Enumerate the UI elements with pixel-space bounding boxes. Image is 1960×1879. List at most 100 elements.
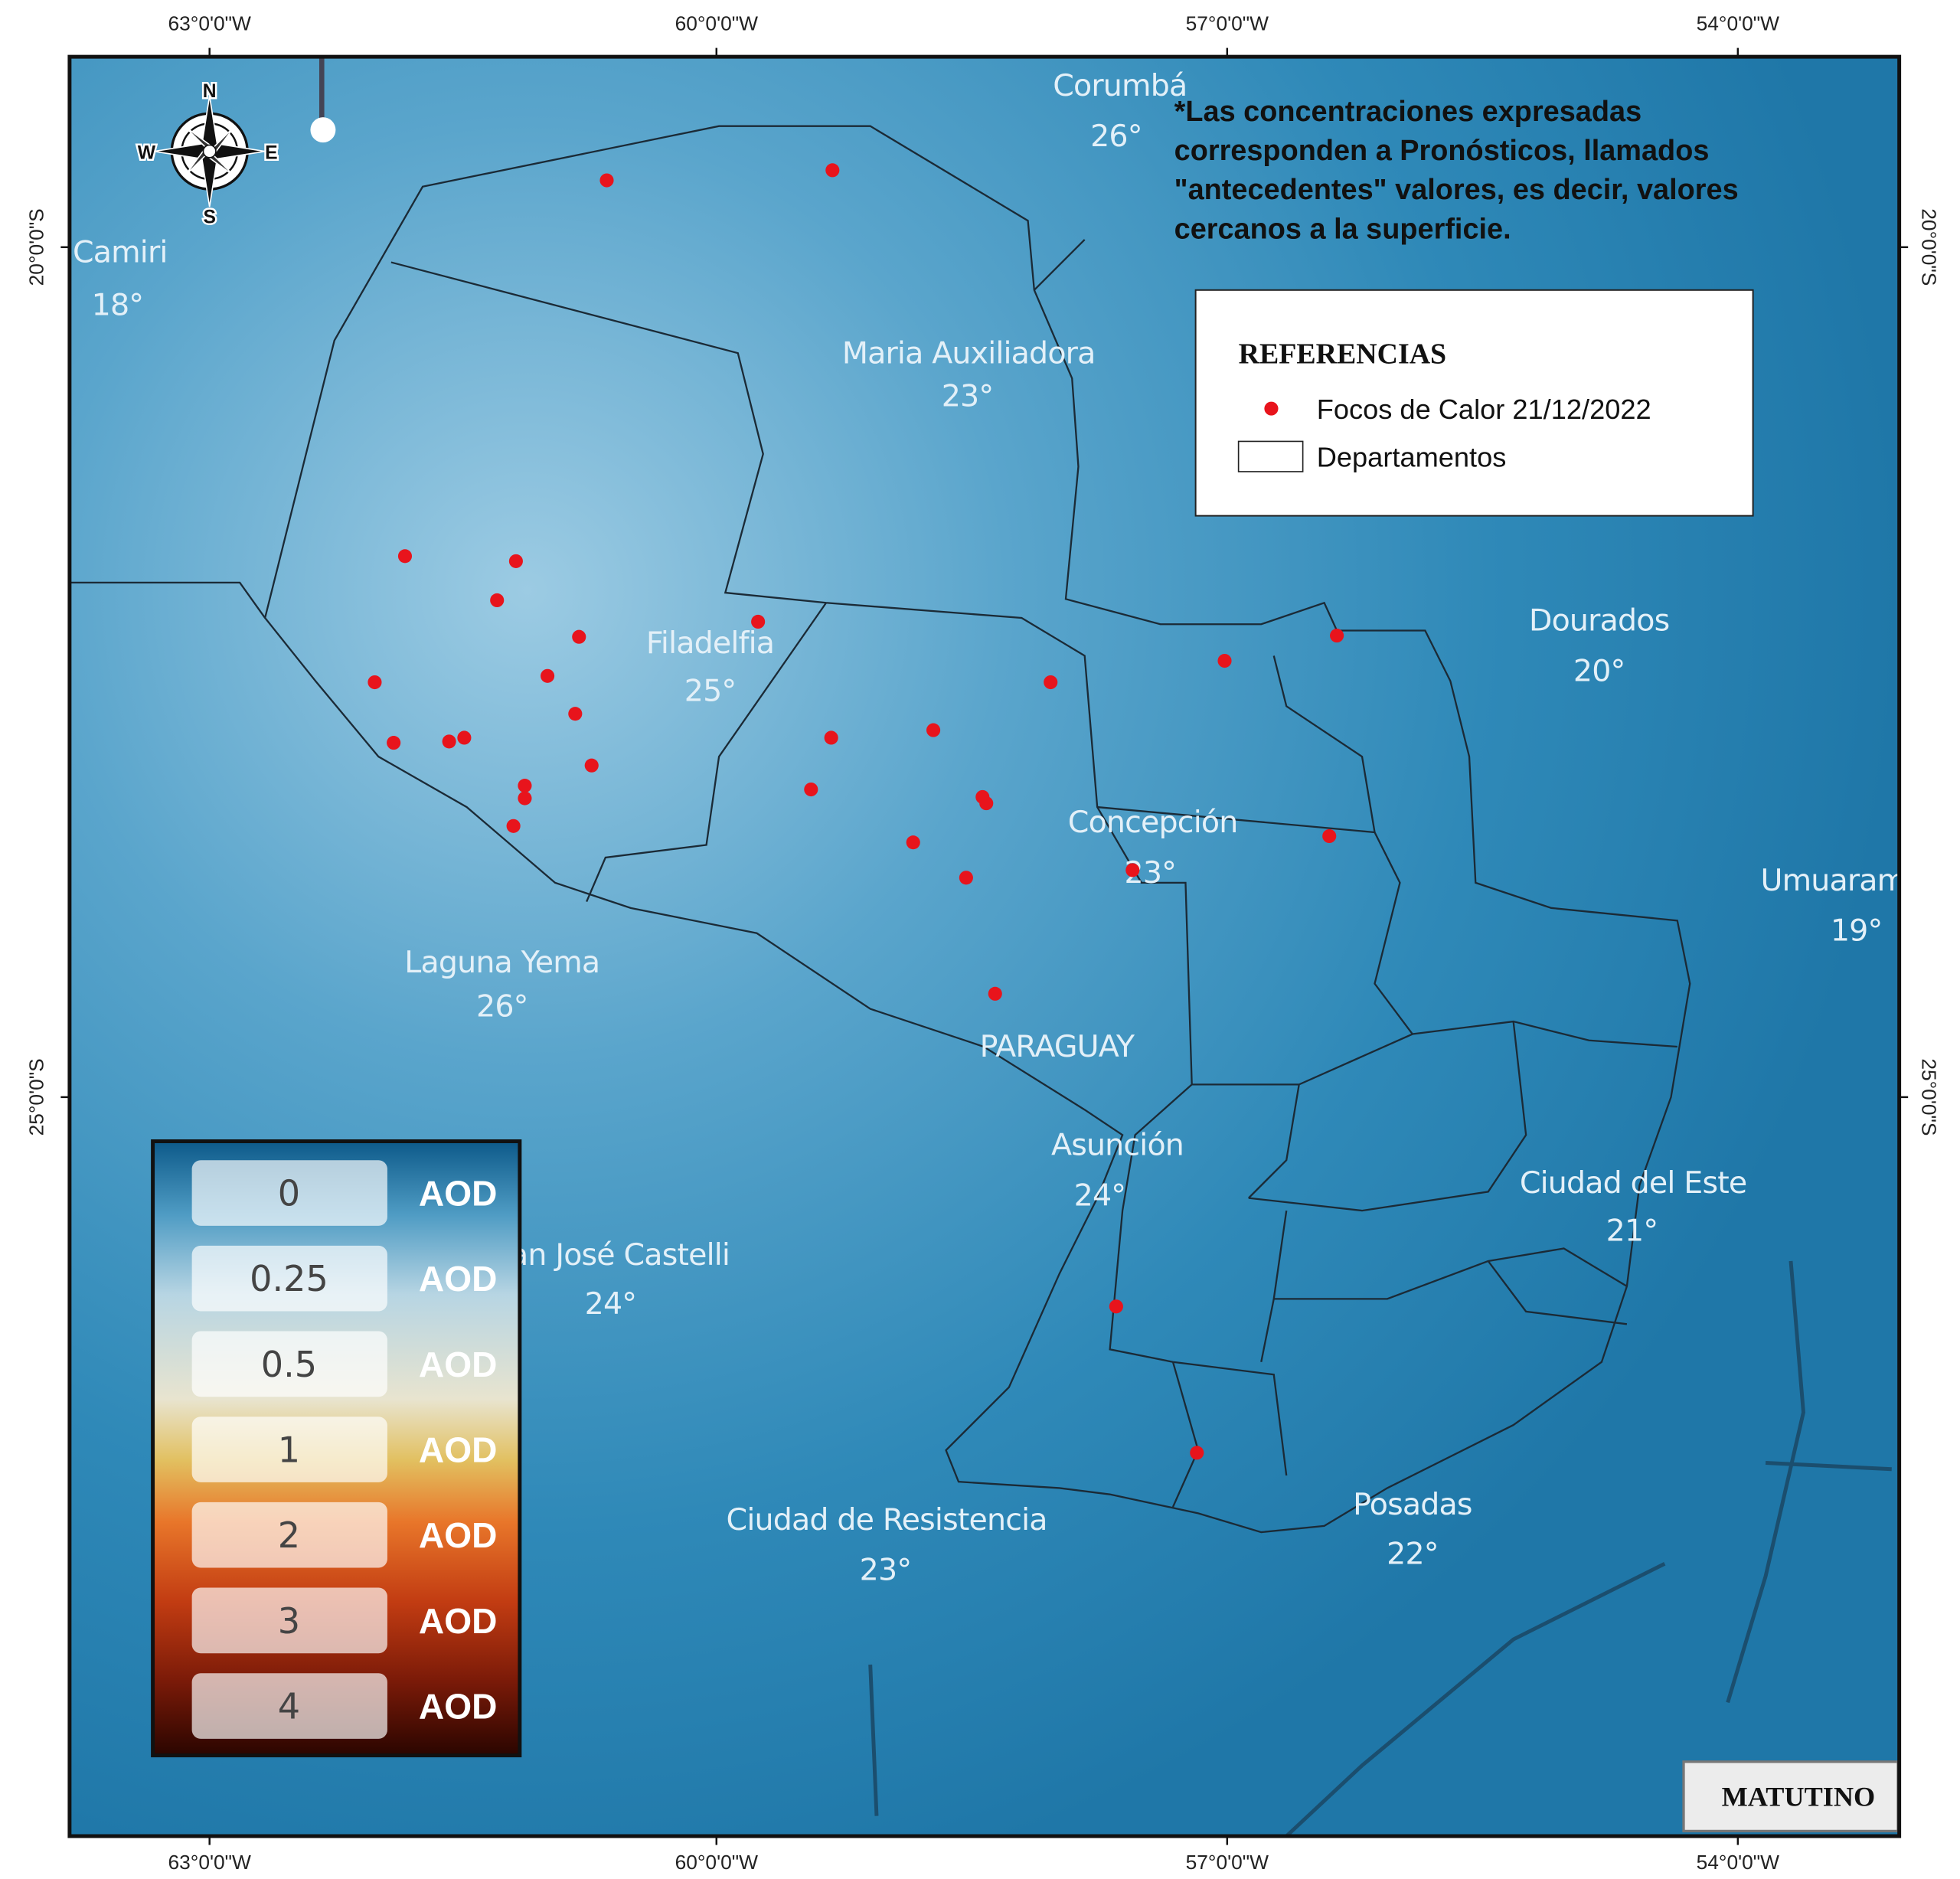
aod-unit: AOD <box>419 1259 497 1299</box>
city-name: Dourados <box>1529 603 1669 638</box>
lon-label: 54°0'0"W <box>1697 12 1780 35</box>
note-line: cercanos a la superficie. <box>1174 213 1511 245</box>
lon-label: 60°0'0"W <box>675 1851 759 1874</box>
aod-unit: AOD <box>419 1430 497 1470</box>
lon-label: 63°0'0"W <box>168 12 252 35</box>
fire-point <box>1109 1299 1123 1314</box>
city-name: Ciudad del Este <box>1520 1165 1747 1201</box>
fire-point <box>825 163 840 178</box>
fire-point <box>926 723 941 737</box>
lon-label: 63°0'0"W <box>168 1851 252 1874</box>
fire-point <box>804 782 818 797</box>
legend-symbol <box>1264 401 1279 416</box>
legend-title: REFERENCIAS <box>1239 338 1447 370</box>
legend: REFERENCIAS Focos de Calor 21/12/2022 De… <box>1194 289 1754 517</box>
lat-label: 20°0'0"S <box>24 208 47 286</box>
fire-point <box>1330 629 1344 643</box>
fire-point <box>518 791 532 806</box>
city-name: Corumbá <box>1053 68 1187 103</box>
badge: MATUTINO <box>1682 1760 1900 1833</box>
lon-label: 57°0'0"W <box>1186 1851 1269 1874</box>
lon-label: 60°0'0"W <box>675 12 759 35</box>
city-temp: 24° <box>1074 1178 1126 1214</box>
city-temp: 24° <box>585 1286 637 1322</box>
fire-point <box>979 796 994 811</box>
fire-point <box>572 629 586 644</box>
lat-label: 25°0'0"S <box>24 1058 47 1136</box>
fire-point <box>397 549 413 564</box>
aod-value-box <box>191 1245 387 1312</box>
city-temp: 26° <box>476 989 528 1024</box>
aod-value: 2 <box>278 1515 300 1556</box>
city-name: Ciudad de Resistencia <box>727 1502 1047 1538</box>
city-name: Laguna Yema <box>404 945 599 980</box>
city-name: Asunción <box>1051 1128 1184 1163</box>
fire-point <box>824 730 838 745</box>
fire-point <box>599 173 614 188</box>
compass-letter: E <box>265 143 277 164</box>
fire-point <box>442 734 456 749</box>
aod-value: 4 <box>278 1686 300 1727</box>
aod-unit: AOD <box>419 1601 497 1641</box>
note-line: "antecedentes" valores, es decir, valore… <box>1174 174 1739 206</box>
city-name: Concepción <box>1068 805 1238 840</box>
fire-point <box>541 668 555 683</box>
aod-value-box <box>191 1587 387 1654</box>
aod-value: 0.5 <box>261 1344 317 1385</box>
lat-label: 25°0'0"S <box>1917 1058 1940 1136</box>
lon-label: 54°0'0"W <box>1697 1851 1780 1874</box>
lon-label: 57°0'0"W <box>1186 12 1269 35</box>
fire-point <box>506 819 521 833</box>
city-temp: 22° <box>1387 1536 1439 1571</box>
aod-value-box <box>191 1673 387 1739</box>
fire-point <box>1322 828 1337 844</box>
fire-point <box>1125 863 1140 877</box>
city-temp: 21° <box>1606 1214 1658 1249</box>
fire-point <box>1190 1446 1204 1460</box>
city-name: San José Castelli <box>492 1237 730 1273</box>
badge-box <box>1682 1760 1900 1833</box>
city-temp: 23° <box>860 1553 912 1588</box>
city-name: Posadas <box>1353 1487 1472 1522</box>
aod-value: 1 <box>278 1430 300 1471</box>
aod-unit: AOD <box>419 1345 497 1384</box>
graticule-labels: 63°0'0"W 60°0'0"W 57°0'0"W 54°0'0"W 63°0… <box>24 12 1940 1874</box>
aod-value: 0 <box>278 1173 300 1214</box>
fire-point <box>1217 653 1232 668</box>
compass-center <box>202 144 217 158</box>
city-temp: 19° <box>1831 913 1883 949</box>
aod-unit: AOD <box>419 1515 497 1555</box>
graticule-ticks <box>60 47 1909 1845</box>
city-labels: Corumbá 26° Camiri 18° Maria Auxiliadora… <box>73 68 1923 1588</box>
department-borders <box>69 239 1677 1508</box>
city-temp: 25° <box>684 674 737 709</box>
map-frame <box>67 54 1902 1838</box>
fire-point <box>368 675 382 690</box>
city-name: Filadelfia <box>646 626 774 661</box>
city-temp: 26° <box>1090 119 1142 154</box>
fire-point <box>490 593 505 608</box>
city-name: Camiri <box>73 235 168 270</box>
compass-letter: S <box>203 208 215 228</box>
note-line: corresponden a Pronósticos, llamados <box>1174 135 1710 167</box>
fire-point <box>906 835 920 850</box>
fire-point <box>584 758 599 773</box>
compass-letter: N <box>203 81 217 102</box>
lat-label: 20°0'0"S <box>1917 208 1940 286</box>
point-marker <box>310 117 336 143</box>
compass-letter: W <box>138 143 156 164</box>
aod-unit: AOD <box>419 1687 497 1727</box>
fire-point <box>518 779 532 793</box>
legend-box <box>1194 289 1754 517</box>
city-name: Maria Auxiliadora <box>842 335 1096 371</box>
country-border <box>263 125 1691 1534</box>
aod-value: 0.25 <box>250 1258 328 1299</box>
legend-symbol <box>1237 440 1304 472</box>
country-label: PARAGUAY <box>980 1029 1135 1064</box>
city-name: Umuarama <box>1760 863 1923 898</box>
city-temp: 23° <box>942 378 994 413</box>
fire-point <box>1044 675 1058 690</box>
fire-point <box>387 736 401 750</box>
